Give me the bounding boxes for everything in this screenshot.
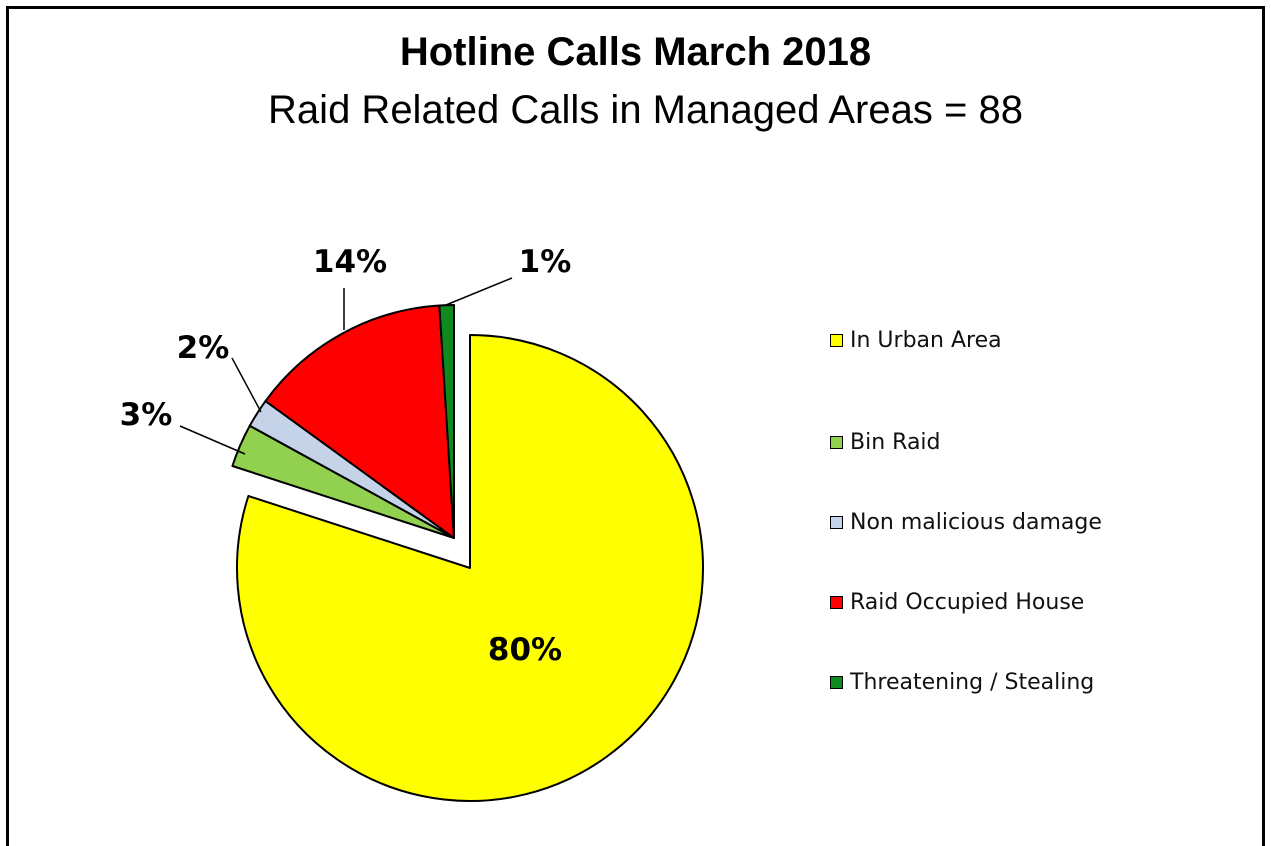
legend-item: Non malicious damage — [830, 482, 1102, 562]
data-label: 2% — [177, 330, 230, 366]
legend-item: Bin Raid — [830, 402, 1102, 482]
legend-label: Raid Occupied House — [850, 589, 1085, 615]
data-label: 14% — [313, 244, 387, 280]
legend-label: Bin Raid — [850, 429, 941, 455]
data-label: 80% — [488, 632, 562, 668]
legend-swatch — [830, 675, 843, 689]
legend-label: In Urban Area — [850, 327, 1002, 353]
data-label: 3% — [120, 397, 173, 433]
chart-title: Hotline Calls March 2018 — [399, 30, 872, 74]
leader-line — [231, 357, 262, 413]
chart-subtitle: Raid Related Calls in Managed Areas = 88 — [268, 88, 1023, 132]
legend-swatch — [830, 435, 843, 449]
legend-swatch — [830, 595, 843, 609]
legend-item: Raid Occupied House — [830, 562, 1102, 642]
leader-line — [445, 277, 513, 306]
legend-label: Non malicious damage — [850, 509, 1102, 535]
data-label: 1% — [519, 244, 572, 280]
legend-swatch — [830, 333, 843, 347]
legend-item: Threatening / Stealing — [830, 642, 1102, 722]
leader-line — [179, 425, 246, 455]
pie-slice-raid-occupied-house — [264, 304, 455, 539]
legend-item: In Urban Area — [830, 322, 1102, 358]
legend-label: Threatening / Stealing — [850, 669, 1095, 695]
pie-slice-in-urban-area — [236, 334, 704, 802]
legend-swatch — [830, 515, 843, 529]
legend: In Urban Area Bin Raid Non malicious damag… — [830, 322, 1102, 722]
